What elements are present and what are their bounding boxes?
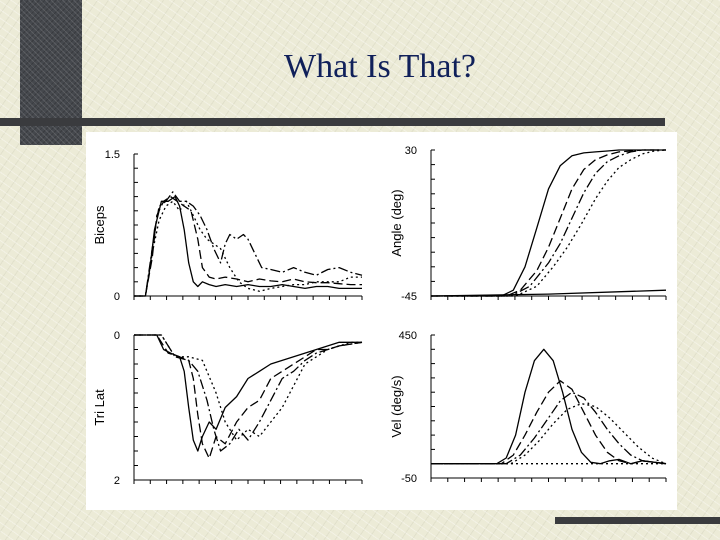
tri-lat-emg-chart: 0 2 Tri Lat: [92, 330, 363, 487]
series-line-2: [431, 149, 666, 297]
y-axis-label: Tri Lat: [92, 389, 107, 426]
y-axis-label: Biceps: [92, 205, 107, 245]
series-line-1: [134, 195, 362, 297]
y-tick-label-top: 30: [405, 145, 417, 157]
series-line-2: [431, 380, 667, 465]
y-tick-label-top: 1.5: [105, 149, 120, 161]
series-line-3: [134, 334, 363, 452]
velocity-chart: 450 -50 Vel (deg/s): [389, 330, 667, 485]
series-line-1: [431, 149, 666, 297]
decorative-rule: [0, 118, 665, 126]
series-line-4: [134, 200, 362, 297]
series-line-3: [431, 149, 666, 297]
series-line-5: [430, 289, 667, 297]
series-line-4: [134, 334, 362, 441]
series-line-3: [431, 391, 667, 465]
series-line-2: [134, 195, 362, 297]
angle-chart: 30 -45 Angle (deg): [389, 145, 667, 303]
y-axis-label: Angle (deg): [389, 189, 404, 256]
emg-kinematics-figure: 1.5 0 Biceps 30 -45 Angle (deg) 0 2 Tri Lat 450 -5…: [92, 145, 667, 487]
slide-title: What Is That?: [284, 48, 476, 85]
y-tick-label-bottom: 2: [114, 475, 120, 487]
y-tick-label-bottom: 0: [114, 291, 120, 303]
y-tick-label-top: 0: [114, 330, 120, 342]
y-tick-label-top: 450: [399, 330, 417, 342]
series-line-4: [431, 402, 667, 465]
series-line-1: [431, 348, 667, 465]
y-tick-label-bottom: -45: [401, 291, 417, 303]
series-line-4: [431, 149, 667, 297]
biceps-emg-chart: 1.5 0 Biceps: [92, 149, 363, 303]
series-line-3: [134, 191, 363, 297]
y-axis-label: Vel (deg/s): [389, 375, 404, 437]
decorative-bottom-rule: [555, 517, 720, 524]
y-tick-label-bottom: -50: [401, 473, 417, 485]
figure-panel: 1.5 0 Biceps 30 -45 Angle (deg) 0 2 Tri Lat 450 -5…: [86, 132, 677, 510]
series-line-2: [134, 334, 363, 459]
